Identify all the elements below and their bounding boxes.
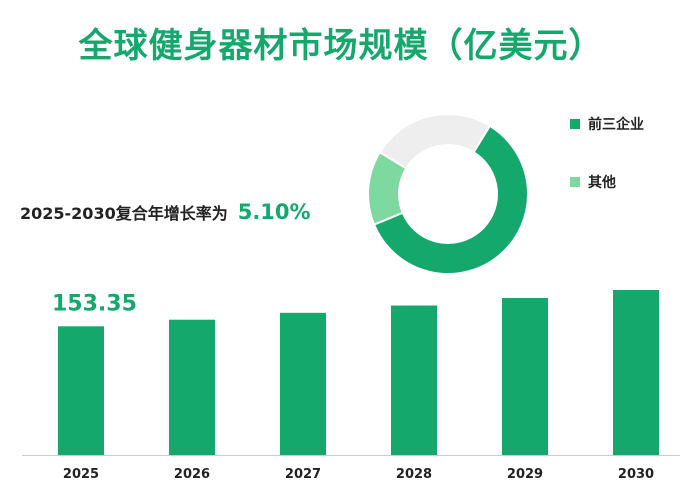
- cagr-value: 5.10%: [237, 200, 311, 224]
- bar-2028: [391, 305, 437, 455]
- donut-slice-1: [372, 124, 529, 275]
- x-tick-label-2026: 2026: [174, 467, 210, 482]
- x-tick-label-2025: 2025: [63, 467, 99, 482]
- legend-swatch-other: [570, 177, 580, 187]
- cagr-label: 2025-2030复合年增长率为: [20, 204, 228, 223]
- donut-slice-3: [378, 113, 492, 170]
- x-tick-label-2027: 2027: [285, 467, 321, 482]
- legend-item-top3: 前三企业: [570, 114, 644, 134]
- bar-2027: [280, 312, 326, 455]
- legend-label-top3: 前三企业: [588, 117, 644, 133]
- legend-label-other: 其他: [588, 175, 616, 191]
- page-title: 全球健身器材市场规模（亿美元）: [78, 26, 604, 66]
- legend-item-other: 其他: [570, 172, 644, 192]
- x-tick-label-2029: 2029: [507, 467, 543, 482]
- x-tick-label-2030: 2030: [618, 467, 654, 482]
- bar-2025: [58, 326, 104, 455]
- data-label-2025: 153.35: [52, 291, 137, 316]
- bar-2026: [169, 319, 215, 455]
- bar-2029: [502, 297, 548, 455]
- legend-swatch-top3: [570, 119, 580, 129]
- x-tick-label-2028: 2028: [396, 467, 432, 482]
- pie-legend: 前三企业 其他: [570, 114, 644, 230]
- bar-2030: [613, 290, 659, 455]
- cagr-text: 2025-2030复合年增长率为 5.10%: [20, 200, 311, 224]
